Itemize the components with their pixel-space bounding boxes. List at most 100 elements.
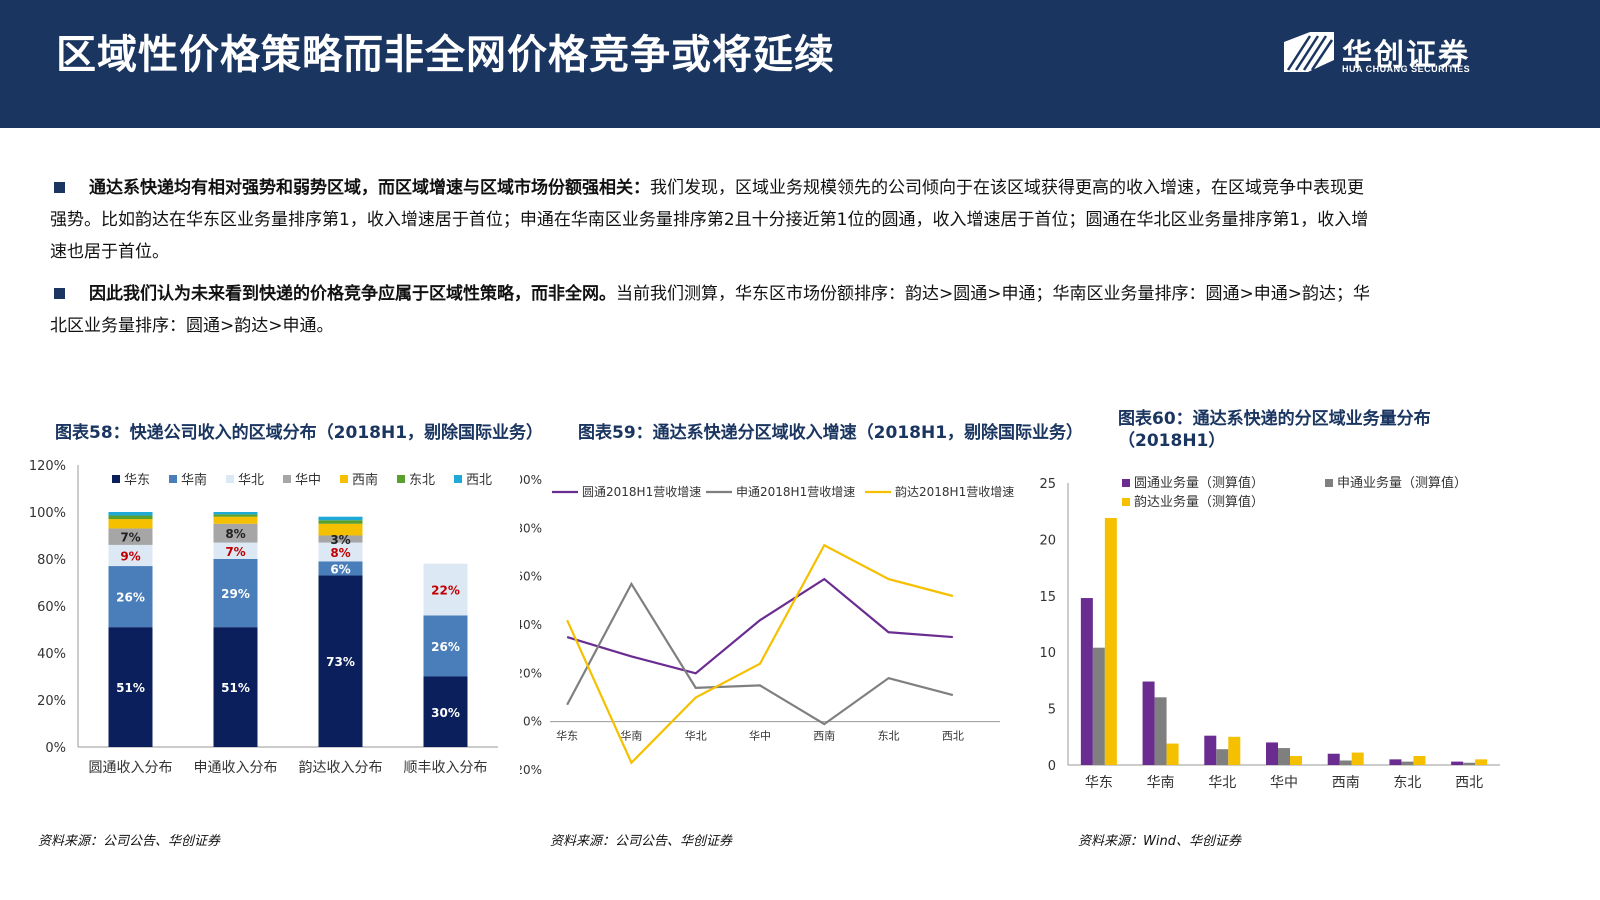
x-category-label: 华东 bbox=[556, 729, 578, 743]
legend-swatch bbox=[169, 475, 177, 483]
y-tick-label: 80% bbox=[37, 553, 66, 568]
legend-label: 西北 bbox=[466, 473, 492, 488]
bar bbox=[1413, 755, 1426, 765]
bullet-item: 通达系快递均有相对强势和弱势区域，而区域增速与区域市场份额强相关：我们发现，区域… bbox=[50, 172, 1380, 268]
legend-swatch bbox=[1122, 498, 1130, 506]
company-logo: 华创证券 HUA CHUANG SECURITIES bbox=[1280, 30, 1520, 78]
legend-label: 西南 bbox=[352, 472, 378, 488]
data-label: 51% bbox=[221, 681, 250, 695]
x-category-label: 东北 bbox=[1393, 775, 1421, 791]
data-label: 7% bbox=[225, 545, 245, 559]
bar bbox=[1092, 647, 1105, 765]
y-tick-label: 120% bbox=[29, 459, 66, 474]
bar-segment bbox=[108, 627, 153, 747]
bar bbox=[1278, 748, 1290, 765]
bar-segment bbox=[108, 519, 153, 529]
bar-segment bbox=[213, 559, 258, 628]
legend-label: 华南 bbox=[181, 472, 207, 488]
x-category-label: 华北 bbox=[1208, 775, 1236, 791]
x-category-label: 东北 bbox=[878, 730, 900, 743]
bar bbox=[1154, 697, 1167, 765]
bar bbox=[1339, 760, 1352, 765]
bar bbox=[1463, 762, 1476, 765]
x-category-label: 圆通收入分布 bbox=[89, 760, 173, 776]
legend-label: 华北 bbox=[238, 473, 264, 488]
bar bbox=[1389, 759, 1402, 765]
y-tick-label: 20% bbox=[520, 666, 542, 680]
series-line bbox=[566, 577, 953, 675]
bar bbox=[1327, 753, 1340, 765]
bullet-bold-text: 因此我们认为未来看到快递的价格竞争应属于区域性策略，而非全网。 bbox=[89, 284, 616, 304]
bar bbox=[1290, 755, 1302, 765]
data-label: 8% bbox=[225, 527, 245, 541]
header-bar: 区域性价格策略而非全网价格竞争或将延续 华创证券 HUA CHUANG SECU… bbox=[0, 0, 1600, 128]
legend-swatch bbox=[1325, 479, 1333, 487]
x-category-label: 申通收入分布 bbox=[194, 760, 278, 776]
legend-label: 申通2018H1营收增速 bbox=[736, 485, 855, 499]
bar bbox=[1266, 742, 1278, 765]
bar-segment bbox=[213, 523, 258, 543]
data-label: 29% bbox=[221, 587, 250, 601]
y-tick-label: 20 bbox=[1040, 533, 1056, 548]
bullet-square-icon bbox=[54, 181, 65, 193]
bar bbox=[1204, 735, 1217, 765]
legend-swatch bbox=[226, 475, 234, 483]
y-tick-label: 100% bbox=[520, 473, 542, 487]
bar-segment bbox=[318, 516, 363, 521]
bar bbox=[1475, 759, 1488, 765]
bar-segment bbox=[318, 575, 363, 747]
bar bbox=[1451, 761, 1464, 765]
bar bbox=[1142, 681, 1155, 765]
bar-segment bbox=[108, 515, 153, 520]
x-category-label: 西南 bbox=[813, 730, 835, 743]
y-tick-label: 40% bbox=[37, 647, 66, 662]
bar-segment bbox=[318, 535, 363, 543]
y-tick-label: 0% bbox=[45, 741, 66, 756]
bar-segment bbox=[108, 512, 153, 516]
x-category-label: 韵达收入分布 bbox=[299, 760, 383, 776]
bar-segment bbox=[423, 615, 468, 677]
bar-segment bbox=[108, 528, 153, 545]
bar bbox=[1228, 736, 1241, 765]
x-category-label: 顺丰收入分布 bbox=[404, 760, 488, 776]
x-category-label: 西北 bbox=[942, 730, 964, 743]
chart-title-fig58: 图表58：快递公司收入的区域分布（2018H1，剔除国际业务） bbox=[55, 423, 544, 443]
series-line bbox=[566, 581, 954, 726]
legend-label: 申通业务量（测算值） bbox=[1337, 475, 1467, 491]
x-category-label: 华南 bbox=[1147, 775, 1175, 791]
data-label: 51% bbox=[116, 681, 145, 695]
bullet-text: 当前我们测算，华东区市场份额排序：韵达>圆通>申通；华南区业务量排序：圆通>申通… bbox=[50, 284, 1370, 336]
bar-segment bbox=[318, 520, 363, 524]
bullet-bold-text: 通达系快递均有相对强势和弱势区域，而区域增速与区域市场份额强相关： bbox=[89, 178, 650, 198]
legend-swatch bbox=[340, 475, 348, 483]
bullet-square-icon bbox=[54, 287, 65, 299]
data-label: 22% bbox=[431, 584, 460, 598]
y-tick-label: 20% bbox=[37, 694, 66, 709]
y-tick-label: 80% bbox=[520, 521, 542, 535]
bullet-item: 因此我们认为未来看到快递的价格竞争应属于区域性策略，而非全网。当前我们测算，华东… bbox=[50, 278, 1380, 342]
data-label: 8% bbox=[330, 546, 350, 560]
legend-swatch bbox=[1122, 479, 1130, 487]
bar-segment bbox=[423, 563, 468, 616]
bar-segment bbox=[108, 566, 153, 628]
chart-fig60: 0 5 10 15 20 25 华东 华南 华北 华中 西南 东北 西北 圆通业务量（测算值） 申通业务量（… bbox=[1040, 475, 1500, 791]
legend-swatch bbox=[454, 475, 462, 483]
source-note-fig59: 资料来源：公司公告、华创证券 bbox=[550, 834, 733, 849]
bar-segment bbox=[318, 523, 363, 536]
bar-segment bbox=[213, 514, 258, 517]
y-tick-label: 100% bbox=[29, 506, 66, 521]
bar-segment bbox=[423, 676, 468, 747]
bar bbox=[1104, 517, 1117, 765]
legend-label: 华中 bbox=[295, 473, 321, 488]
x-category-label: 西北 bbox=[1455, 775, 1483, 791]
data-label: 73% bbox=[326, 655, 355, 669]
legend-swatch bbox=[112, 475, 120, 483]
page-title: 区域性价格策略而非全网价格竞争或将延续 bbox=[56, 32, 835, 78]
series-line bbox=[566, 543, 954, 765]
y-tick-label: 5 bbox=[1048, 703, 1056, 718]
bar-segment bbox=[213, 542, 258, 559]
data-label: 6% bbox=[330, 562, 350, 576]
chart-fig59: -20% 0% 20% 40% 60% 80% 100% 华东 华南 华北 华中 西南 东北 西北 圆通20… bbox=[520, 473, 1014, 777]
chart-title-fig59: 图表59：通达系快递分区域收入增速（2018H1，剔除国际业务） bbox=[578, 423, 1084, 443]
y-tick-label: 60% bbox=[520, 570, 542, 584]
